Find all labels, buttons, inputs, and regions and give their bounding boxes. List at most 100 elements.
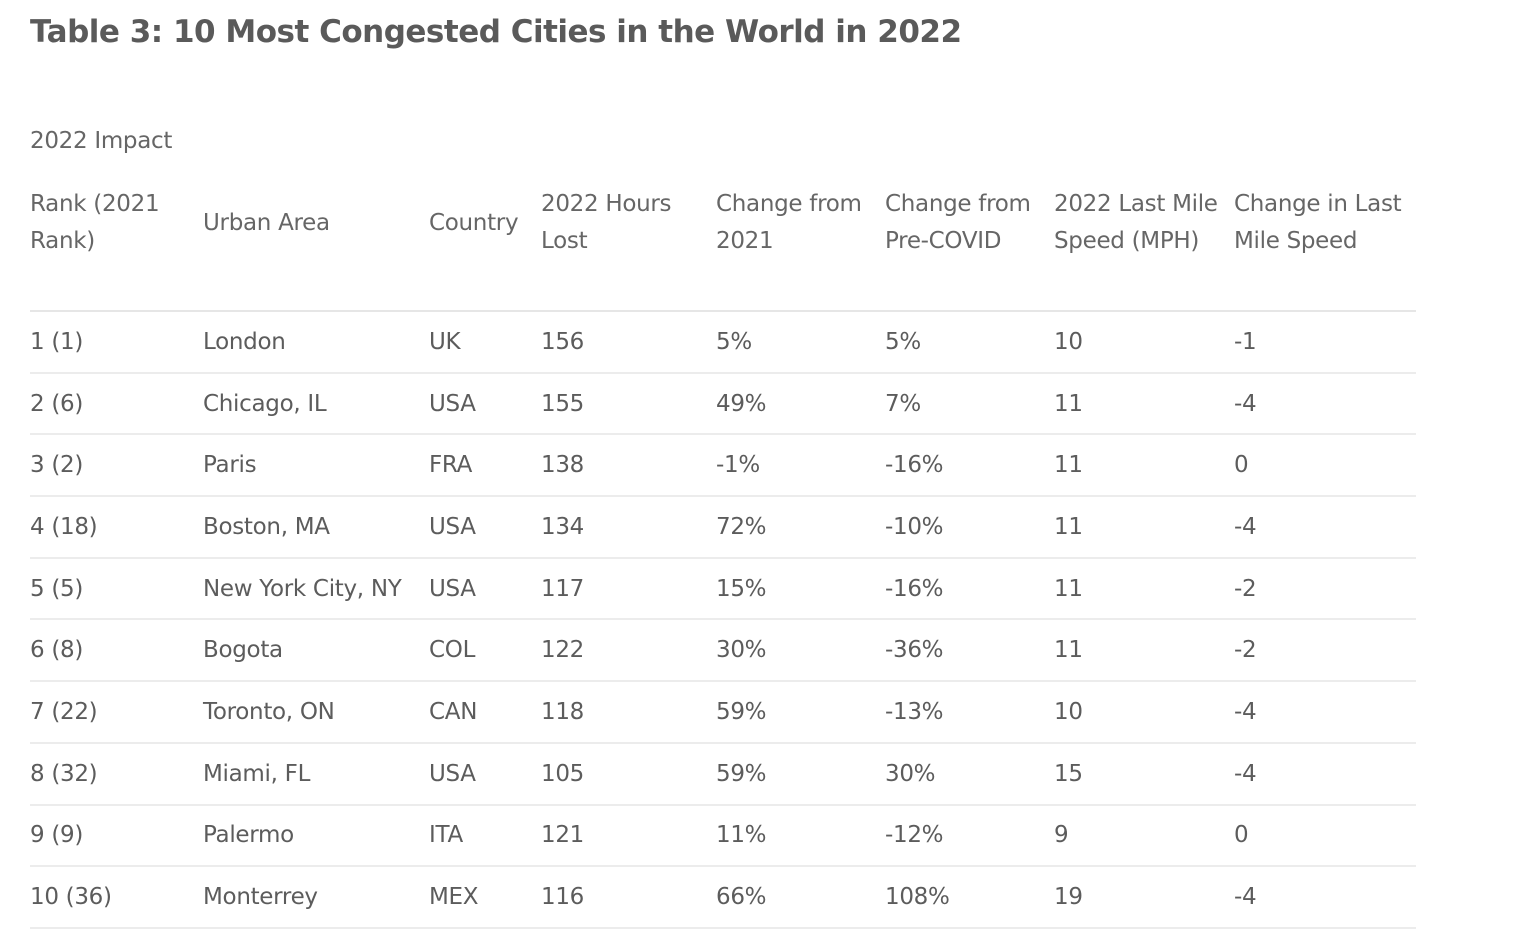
cell-last-mile-speed: 10 (1054, 681, 1234, 744)
table-title: Table 3: 10 Most Congested Cities in the… (30, 14, 962, 50)
table-row: 7 (22) Toronto, ON CAN 118 59% -13% 10 -… (30, 681, 1416, 744)
cell-rank: 6 (8) (30, 619, 203, 683)
cell-rank: 4 (18) (30, 496, 203, 559)
cell-change-precovid: -12% (885, 804, 1054, 868)
cell-change-last-mile: -4 (1234, 681, 1416, 744)
table-row: 6 (8) Bogota COL 122 30% -36% 11 -2 (30, 619, 1416, 683)
table-row: 5 (5) New York City, NY USA 117 15% -16%… (30, 557, 1416, 621)
cell-last-mile-speed: 11 (1054, 557, 1234, 621)
cell-rank: 9 (9) (30, 804, 203, 868)
cell-country: COL (429, 619, 541, 683)
cell-urban-area: Paris (203, 434, 429, 498)
header-change-last-mile: Change in Last Mile Speed (1234, 168, 1416, 312)
cell-change-precovid: 30% (885, 742, 1054, 806)
cell-change-last-mile: -2 (1234, 557, 1416, 621)
cell-change-last-mile: -4 (1234, 496, 1416, 559)
cell-hours-lost: 134 (541, 496, 716, 559)
cell-rank: 2 (6) (30, 372, 203, 436)
cell-country: USA (429, 496, 541, 559)
cell-rank: 5 (5) (30, 557, 203, 621)
cell-last-mile-speed: 11 (1054, 619, 1234, 683)
table-row: 4 (18) Boston, MA USA 134 72% -10% 11 -4 (30, 496, 1416, 559)
cell-change-precovid: -13% (885, 681, 1054, 744)
cell-country: ITA (429, 804, 541, 868)
cell-change-2021: 72% (716, 496, 885, 559)
header-rank: Rank (2021 Rank) (30, 168, 203, 312)
cell-last-mile-speed: 10 (1054, 311, 1234, 374)
cell-hours-lost: 116 (541, 866, 716, 929)
cell-last-mile-speed: 19 (1054, 866, 1234, 929)
cell-hours-lost: 156 (541, 311, 716, 374)
table-row: 10 (36) Monterrey MEX 116 66% 108% 19 -4 (30, 866, 1416, 929)
cell-change-2021: -1% (716, 434, 885, 498)
cell-hours-lost: 118 (541, 681, 716, 744)
cell-hours-lost: 105 (541, 742, 716, 806)
header-hours-lost: 2022 Hours Lost (541, 168, 716, 312)
cell-country: UK (429, 311, 541, 374)
cell-hours-lost: 122 (541, 619, 716, 683)
cell-change-last-mile: -2 (1234, 619, 1416, 683)
cell-change-2021: 59% (716, 742, 885, 806)
table-row: 9 (9) Palermo ITA 121 11% -12% 9 0 (30, 804, 1416, 868)
cell-hours-lost: 121 (541, 804, 716, 868)
cell-change-2021: 15% (716, 557, 885, 621)
cell-urban-area: London (203, 311, 429, 374)
cell-country: MEX (429, 866, 541, 929)
cell-rank: 1 (1) (30, 311, 203, 374)
cell-last-mile-speed: 11 (1054, 434, 1234, 498)
cell-rank: 3 (2) (30, 434, 203, 498)
cell-rank: 7 (22) (30, 681, 203, 744)
table-row: 1 (1) London UK 156 5% 5% 10 -1 (30, 311, 1416, 374)
header-change-2021: Change from 2021 (716, 168, 885, 312)
cell-change-precovid: -10% (885, 496, 1054, 559)
congestion-table: Rank (2021 Rank) Urban Area Country 2022 … (30, 168, 1416, 929)
cell-change-precovid: -16% (885, 557, 1054, 621)
cell-hours-lost: 117 (541, 557, 716, 621)
header-change-precovid: Change from Pre-COVID (885, 168, 1054, 312)
header-urban-area: Urban Area (203, 168, 429, 312)
cell-change-2021: 11% (716, 804, 885, 868)
cell-change-2021: 49% (716, 372, 885, 436)
cell-last-mile-speed: 9 (1054, 804, 1234, 868)
header-last-mile-speed: 2022 Last Mile Speed (MPH) (1054, 168, 1234, 312)
table-row: 8 (32) Miami, FL USA 105 59% 30% 15 -4 (30, 742, 1416, 806)
cell-change-precovid: -36% (885, 619, 1054, 683)
cell-change-2021: 59% (716, 681, 885, 744)
table-body: 1 (1) London UK 156 5% 5% 10 -1 2 (6) Ch… (30, 311, 1416, 929)
cell-hours-lost: 155 (541, 372, 716, 436)
cell-urban-area: Monterrey (203, 866, 429, 929)
cell-change-2021: 30% (716, 619, 885, 683)
cell-urban-area: Boston, MA (203, 496, 429, 559)
table-row: 3 (2) Paris FRA 138 -1% -16% 11 0 (30, 434, 1416, 498)
header-row: Rank (2021 Rank) Urban Area Country 2022 … (30, 168, 1416, 312)
cell-change-precovid: 7% (885, 372, 1054, 436)
cell-change-last-mile: -4 (1234, 866, 1416, 929)
cell-last-mile-speed: 11 (1054, 496, 1234, 559)
cell-change-last-mile: 0 (1234, 804, 1416, 868)
group-label: 2022 Impact (30, 128, 173, 154)
cell-country: USA (429, 557, 541, 621)
cell-change-precovid: -16% (885, 434, 1054, 498)
cell-urban-area: New York City, NY (203, 557, 429, 621)
cell-change-last-mile: -1 (1234, 311, 1416, 374)
cell-urban-area: Miami, FL (203, 742, 429, 806)
cell-country: USA (429, 372, 541, 436)
cell-change-last-mile: -4 (1234, 742, 1416, 806)
cell-urban-area: Palermo (203, 804, 429, 868)
cell-last-mile-speed: 11 (1054, 372, 1234, 436)
cell-urban-area: Chicago, IL (203, 372, 429, 436)
cell-change-last-mile: -4 (1234, 372, 1416, 436)
cell-change-2021: 66% (716, 866, 885, 929)
cell-country: CAN (429, 681, 541, 744)
cell-country: USA (429, 742, 541, 806)
cell-rank: 8 (32) (30, 742, 203, 806)
cell-hours-lost: 138 (541, 434, 716, 498)
table-row: 2 (6) Chicago, IL USA 155 49% 7% 11 -4 (30, 372, 1416, 436)
cell-rank: 10 (36) (30, 866, 203, 929)
cell-country: FRA (429, 434, 541, 498)
cell-urban-area: Bogota (203, 619, 429, 683)
cell-change-last-mile: 0 (1234, 434, 1416, 498)
cell-change-precovid: 108% (885, 866, 1054, 929)
cell-last-mile-speed: 15 (1054, 742, 1234, 806)
header-country: Country (429, 168, 541, 312)
